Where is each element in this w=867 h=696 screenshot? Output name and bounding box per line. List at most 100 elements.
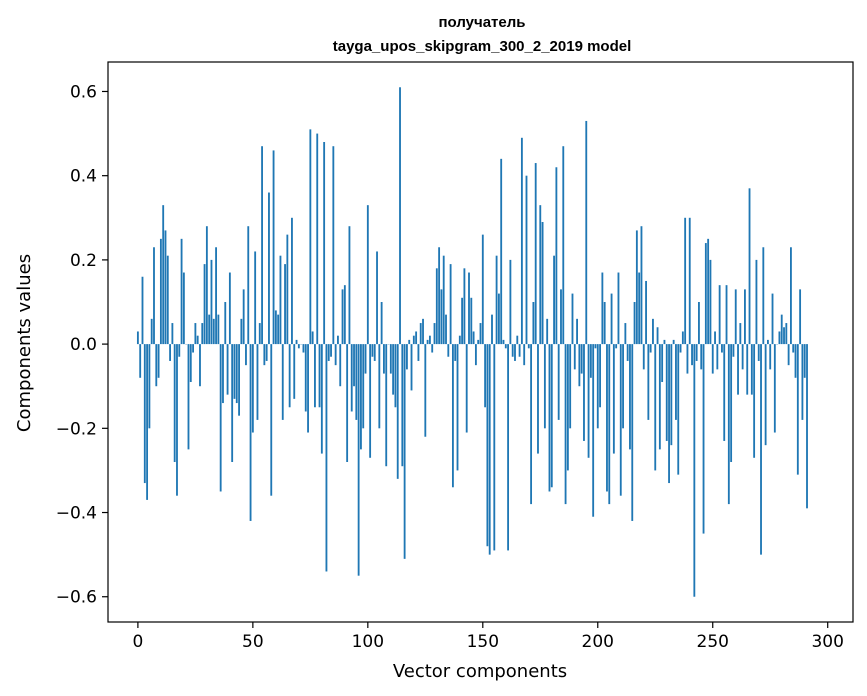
- bar-150: [481, 234, 484, 345]
- bar-288: [799, 289, 802, 345]
- bar-106: [380, 302, 383, 345]
- bars-group: [136, 87, 808, 597]
- bar-216: [633, 302, 636, 345]
- bar-252: [716, 344, 719, 370]
- bar-57: [268, 192, 270, 345]
- bar-249: [709, 259, 712, 345]
- bar-115: [401, 344, 404, 467]
- bar-15: [171, 323, 174, 345]
- bar-237: [681, 331, 684, 345]
- bar-232: [670, 344, 673, 446]
- bar-72: [302, 344, 305, 353]
- bar-277: [773, 344, 776, 433]
- bar-183: [557, 344, 560, 420]
- bar-93: [350, 344, 353, 412]
- bar-4: [146, 344, 149, 500]
- bar-113: [396, 344, 399, 479]
- bar-45: [240, 318, 243, 345]
- bar-283: [787, 344, 790, 366]
- bar-244: [698, 302, 700, 345]
- bar-152: [486, 344, 489, 547]
- bar-201: [599, 344, 601, 408]
- bar-158: [500, 158, 503, 345]
- bar-281: [783, 327, 785, 345]
- bar-223: [649, 344, 652, 353]
- bar-94: [353, 344, 355, 387]
- bar-103: [373, 344, 376, 361]
- bar-155: [493, 344, 496, 551]
- bar-172: [532, 302, 535, 345]
- bar-276: [771, 293, 774, 345]
- bar-49: [249, 344, 252, 521]
- bar-1: [139, 344, 142, 378]
- bar-207: [612, 344, 615, 454]
- bar-238: [684, 217, 687, 345]
- bar-20: [182, 272, 185, 345]
- bar-83: [327, 344, 330, 361]
- chart-title-line1: получатель: [438, 14, 525, 31]
- bar-65: [286, 234, 289, 345]
- bar-56: [265, 344, 268, 361]
- bar-255: [723, 344, 726, 441]
- bar-53: [258, 323, 261, 345]
- x-axis-ticks: 0 50 100 150 200 250 300: [132, 622, 844, 652]
- bar-262: [739, 323, 742, 345]
- bar-60: [274, 310, 277, 345]
- bar-39: [226, 344, 229, 395]
- bar-50: [251, 344, 254, 433]
- bar-251: [714, 331, 716, 345]
- bar-132: [440, 289, 443, 345]
- bar-196: [587, 344, 590, 458]
- bar-167: [520, 137, 523, 345]
- bar-219: [640, 226, 643, 345]
- bar-226: [656, 327, 659, 345]
- bar-218: [638, 272, 641, 345]
- bar-282: [785, 323, 788, 345]
- y-tick-label-1: −0.4: [56, 504, 97, 524]
- bar-190: [573, 344, 576, 370]
- bar-118: [408, 339, 411, 345]
- bar-116: [403, 344, 406, 559]
- bar-130: [435, 268, 438, 345]
- bar-100: [366, 205, 369, 345]
- bar-79: [318, 344, 321, 408]
- bar-95: [355, 344, 358, 420]
- x-tick-label-4: 200: [582, 632, 614, 652]
- bar-104: [376, 251, 378, 345]
- y-tick-label-4: 0.2: [70, 251, 97, 271]
- bar-133: [442, 255, 445, 345]
- bar-199: [594, 344, 597, 349]
- bar-185: [562, 146, 565, 345]
- bar-154: [491, 314, 493, 345]
- y-tick-label-0: −0.6: [56, 588, 97, 608]
- bar-26: [196, 335, 199, 345]
- bar-274: [767, 339, 769, 345]
- bar-69: [295, 339, 298, 345]
- bar-171: [530, 344, 533, 505]
- bar-64: [284, 264, 286, 345]
- bar-46: [242, 289, 245, 345]
- bar-166: [518, 344, 521, 357]
- bar-180: [550, 344, 553, 488]
- bar-246: [702, 344, 705, 534]
- bar-204: [606, 344, 608, 492]
- bar-105: [378, 344, 381, 429]
- bar-0: [136, 331, 139, 345]
- bar-142: [463, 268, 466, 345]
- bar-81: [323, 142, 326, 345]
- bar-266: [748, 188, 751, 345]
- bar-243: [695, 344, 698, 361]
- bar-189: [571, 293, 574, 345]
- bar-87: [337, 335, 339, 345]
- bar-250: [711, 344, 714, 374]
- bar-188: [569, 344, 572, 429]
- bar-227: [658, 344, 661, 450]
- bar-159: [502, 339, 505, 345]
- y-tick-label-2: −0.2: [56, 419, 97, 439]
- bar-217: [635, 230, 638, 345]
- bar-235: [677, 344, 680, 475]
- bar-34: [215, 247, 217, 345]
- bar-23: [189, 344, 192, 382]
- x-tick-label-1: 50: [242, 632, 264, 652]
